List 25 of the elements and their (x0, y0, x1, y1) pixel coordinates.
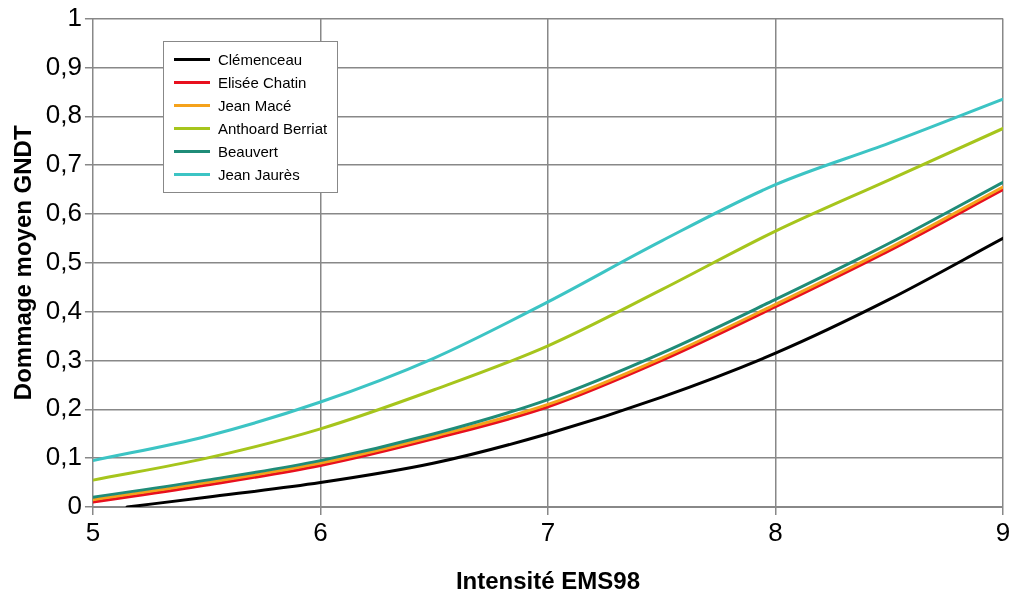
legend-label: Anthoard Berriat (217, 119, 328, 137)
y-tick-label: 0,8 (45, 99, 82, 130)
y-tick-label: 0,3 (45, 343, 82, 374)
y-tick-label: 0,7 (45, 148, 82, 179)
y-tick-label: 0,2 (45, 392, 82, 423)
y-axis-title: Dommage moyen GNDT (9, 125, 37, 401)
legend-label: Clémenceau (217, 50, 303, 68)
x-tick-label: 8 (768, 516, 783, 547)
y-tick-label: 0,1 (45, 441, 82, 472)
x-tick-label: 9 (995, 516, 1011, 547)
x-tick-label: 7 (540, 516, 556, 547)
line-series (125, 236, 1003, 507)
y-tick-label: 1 (67, 1, 82, 32)
legend-label: Jean Macé (217, 96, 292, 114)
legend-label: Beauvert (217, 142, 278, 160)
x-tick-label: 5 (85, 516, 101, 547)
x-tick-label: 6 (313, 516, 328, 547)
y-tick-label: 0,6 (45, 197, 82, 228)
y-tick-label: 0,9 (45, 50, 82, 81)
y-tick-label: 0,4 (45, 294, 82, 325)
y-tick-label: 0 (67, 490, 82, 521)
legend-label: Elisée Chatin (217, 73, 307, 91)
x-axis-title: Intensité EMS98 (455, 567, 640, 595)
y-tick-label: 0,5 (45, 245, 82, 276)
legend-label: Jean Jaurès (217, 165, 300, 183)
